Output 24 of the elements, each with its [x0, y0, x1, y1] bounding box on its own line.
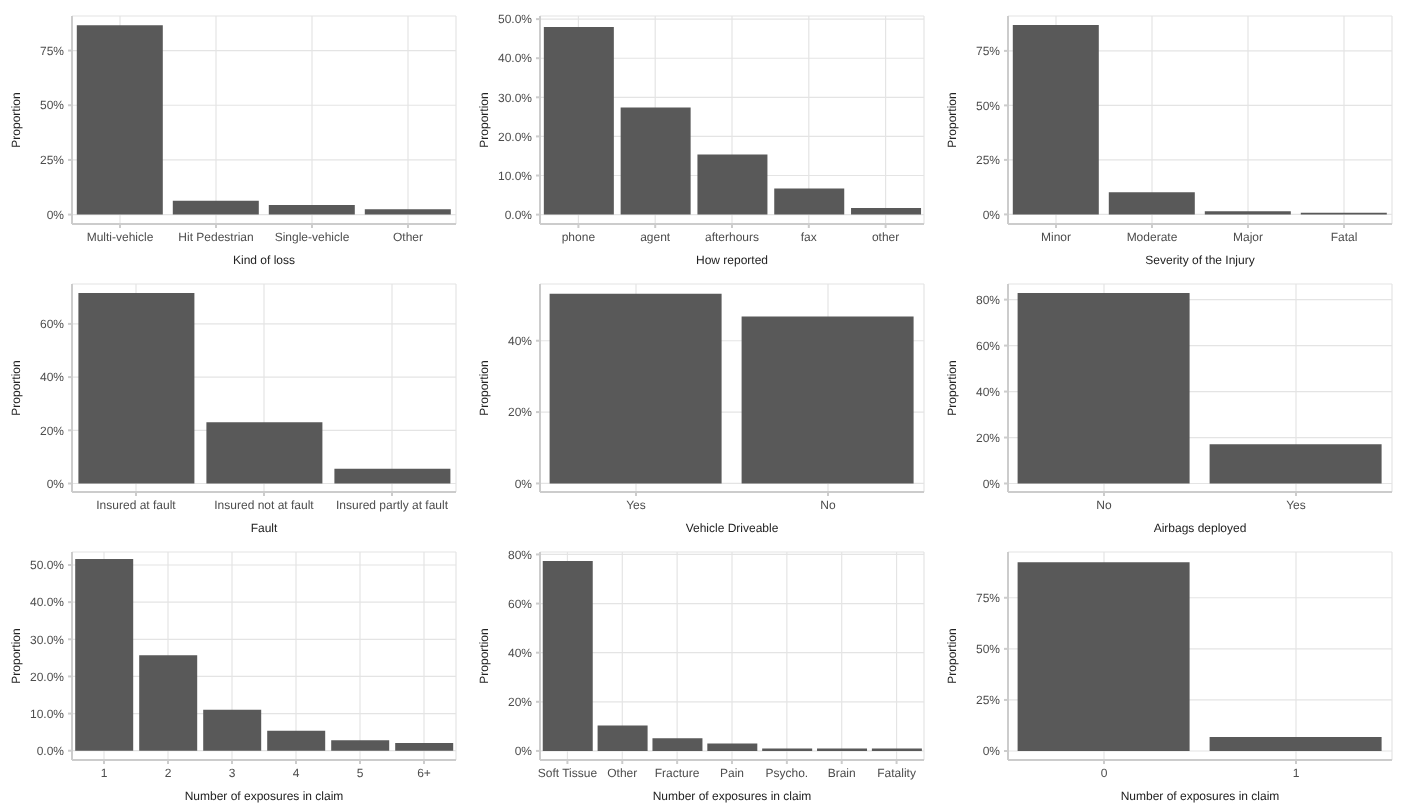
bar — [139, 655, 198, 751]
bar — [267, 730, 326, 751]
bar — [395, 742, 454, 751]
bar — [203, 709, 262, 751]
bar — [697, 154, 768, 215]
bar — [774, 188, 845, 215]
bar — [206, 422, 323, 484]
bar — [172, 200, 259, 215]
bar — [1108, 192, 1195, 215]
bar — [76, 25, 163, 215]
bar — [543, 26, 614, 215]
bar — [268, 204, 355, 215]
bar — [707, 743, 758, 751]
bar — [542, 561, 593, 751]
bar — [1012, 24, 1099, 215]
bar — [331, 740, 390, 751]
bar — [620, 107, 691, 215]
bar — [78, 293, 195, 484]
bar — [851, 207, 922, 215]
bar — [334, 468, 451, 484]
bar — [75, 559, 134, 751]
bar — [364, 209, 451, 215]
bar — [652, 738, 703, 751]
bar — [597, 725, 648, 751]
